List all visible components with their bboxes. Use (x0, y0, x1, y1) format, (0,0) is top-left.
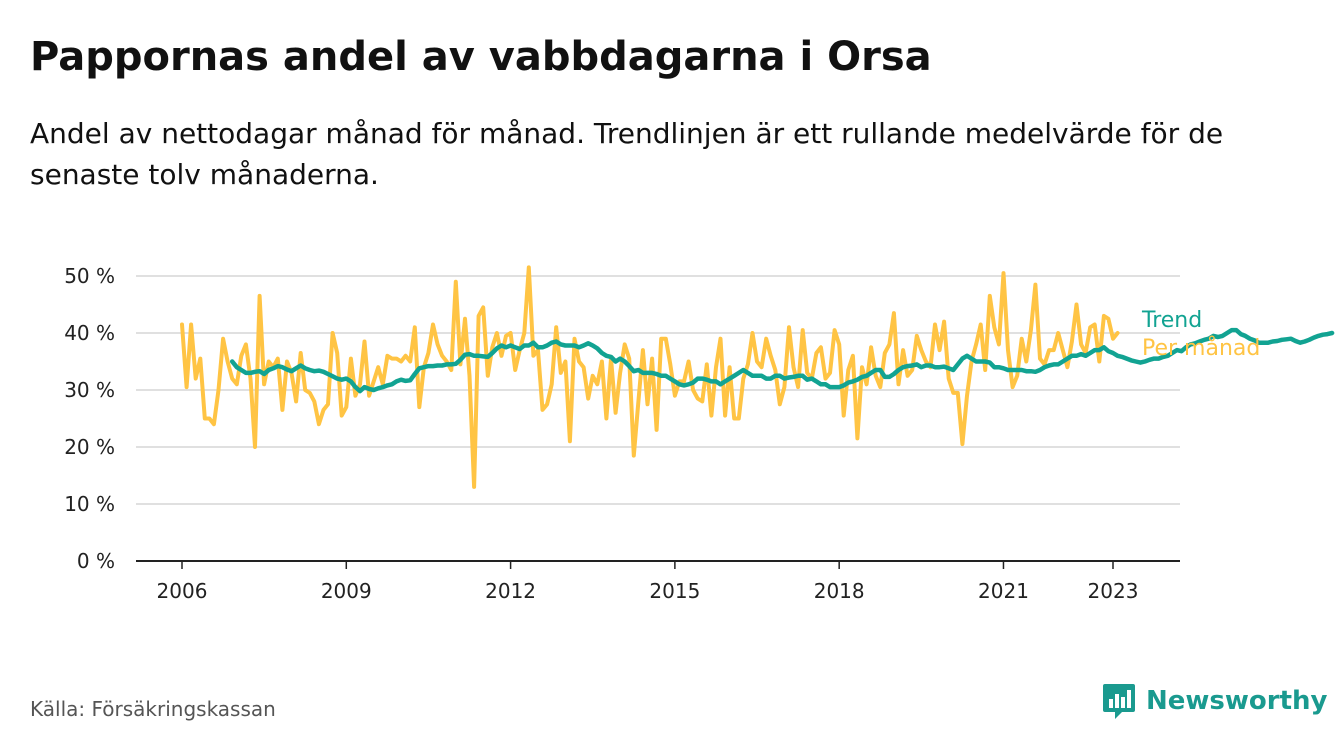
y-tick-label: 0 % (77, 549, 115, 573)
y-tick-label: 10 % (64, 492, 115, 516)
x-tick-label: 2021 (978, 579, 1029, 603)
x-tick-label: 2012 (485, 579, 536, 603)
y-axis-tick-labels: 0 % 10 % 20 % 30 % 40 % 50 % (64, 264, 115, 573)
y-tick-label: 40 % (64, 321, 115, 345)
y-tick-label: 20 % (64, 435, 115, 459)
series-lines (180, 265, 1335, 489)
y-tick-label: 30 % (64, 378, 115, 402)
brand-logo: Newsworthy (1102, 682, 1327, 720)
brand-name: Newsworthy (1146, 686, 1328, 716)
monthly-series-line (180, 265, 1120, 489)
chart-subtitle: Andel av nettodagar månad för månad. Tre… (30, 117, 1224, 191)
x-tick-label: 2006 (157, 579, 208, 603)
x-tick-label: 2009 (321, 579, 372, 603)
x-tick-label: 2018 (814, 579, 865, 603)
source-note: Källa: Försäkringskassan (30, 697, 276, 721)
newsworthy-logo-icon (1103, 684, 1135, 719)
trend-series-line (229, 327, 1335, 394)
x-tick-label: 2023 (1088, 579, 1139, 603)
y-tick-label: 50 % (64, 264, 115, 288)
x-axis-tick-labels: 2006 2009 2012 2015 2018 2021 2023 (157, 561, 1139, 603)
monthly-series-label: Per månad (1142, 335, 1260, 361)
chart-title: Pappornas andel av vabbdagarna i Orsa (30, 34, 932, 80)
x-tick-label: 2015 (649, 579, 700, 603)
trend-series-label: Trend (1141, 308, 1202, 333)
